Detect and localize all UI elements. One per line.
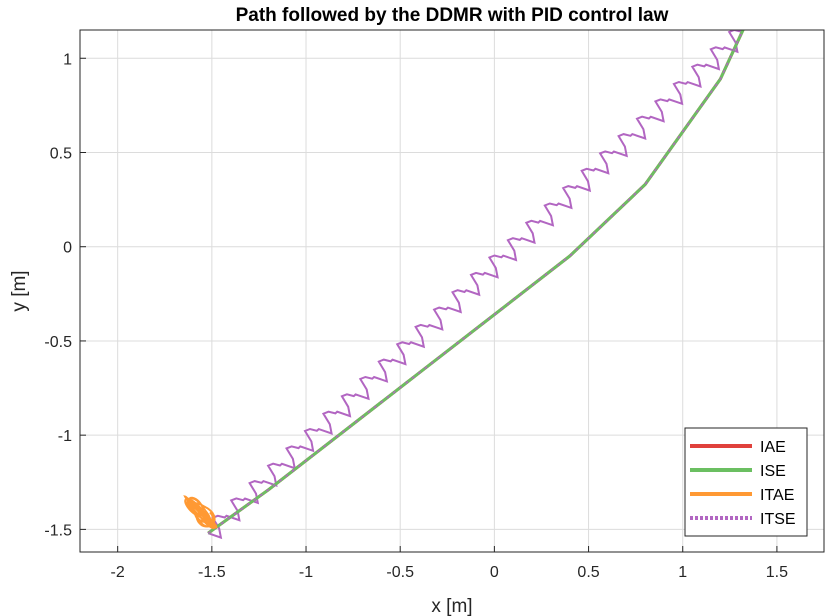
x-tick-label: 0: [490, 564, 499, 581]
series-itae-tangle: [183, 495, 218, 530]
ticks: -2 -1.5 -1 -0.5 0 0.5 1 1.5 -1.5 -1 -0.5 0 0.5 1: [44, 51, 788, 581]
legend-label-ise: ISE: [760, 463, 786, 480]
y-tick-label: -1: [58, 428, 72, 445]
x-tick-label: 0.5: [577, 564, 599, 581]
series-itse-loops: [207, 30, 744, 540]
y-tick-label: -0.5: [44, 334, 72, 351]
x-tick-label: -1.5: [198, 564, 226, 581]
x-tick-label: -1: [299, 564, 313, 581]
series-itse-dotted-overlay: [207, 30, 744, 534]
y-tick-label: -1.5: [44, 522, 72, 539]
y-tick-label: 0.5: [50, 145, 72, 162]
x-tick-label: 1.5: [766, 564, 788, 581]
y-axis-label: y [m]: [9, 270, 30, 311]
x-tick-label: 1: [678, 564, 687, 581]
x-tick-label: -2: [111, 564, 125, 581]
axes-box: [79, 29, 825, 553]
chart-title: Path followed by the DDMR with PID contr…: [236, 5, 669, 26]
legend-label-itse: ITSE: [760, 511, 796, 528]
legend-label-itae: ITAE: [760, 487, 794, 504]
y-tick-label: 1: [63, 51, 72, 68]
legend-label-iae: IAE: [760, 439, 786, 456]
x-tick-label: -0.5: [386, 564, 414, 581]
y-tick-label: 0: [63, 240, 72, 257]
x-axis-label: x [m]: [431, 596, 472, 616]
legend: IAE ISE ITAE ITSE: [684, 427, 808, 537]
plot-area: [183, 30, 745, 540]
